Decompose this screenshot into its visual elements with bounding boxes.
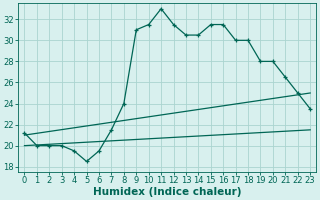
X-axis label: Humidex (Indice chaleur): Humidex (Indice chaleur) — [93, 187, 242, 197]
